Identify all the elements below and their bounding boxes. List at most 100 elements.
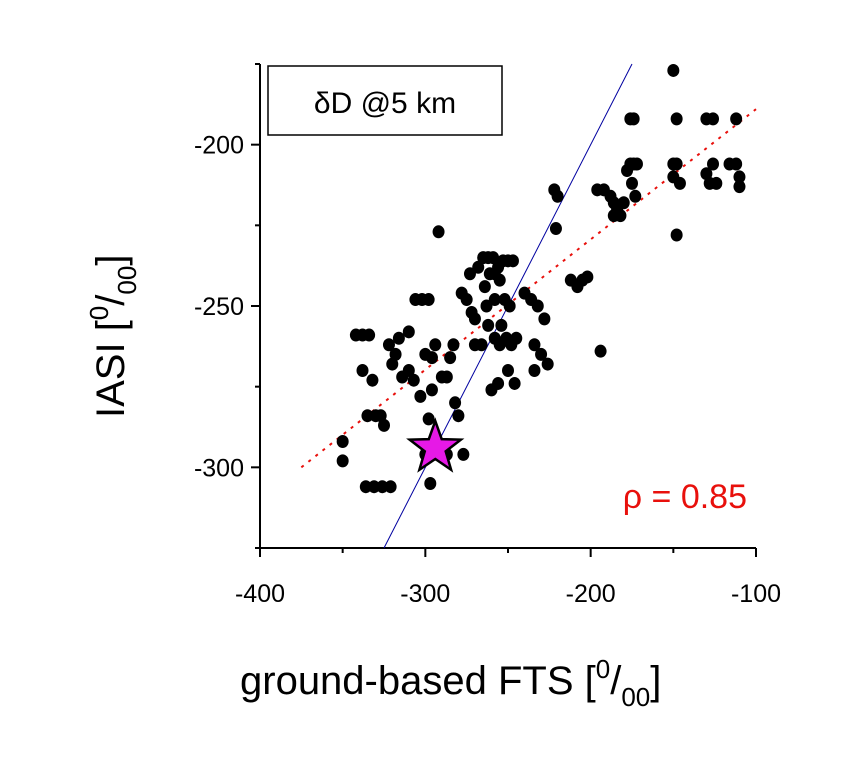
data-point (460, 293, 473, 307)
data-point (503, 299, 516, 313)
axis-ticks: -400 -300 -200 -100 -300 -250 -200 (194, 63, 781, 608)
data-point (493, 273, 506, 287)
data-point (531, 299, 544, 313)
data-point (359, 480, 372, 494)
data-point (366, 373, 379, 387)
data-point (581, 270, 594, 284)
y-tick-label: -200 (194, 132, 244, 160)
data-point (447, 338, 460, 352)
data-point (506, 254, 519, 268)
x-axis-title-main: ground-based FTS [ (240, 659, 596, 703)
data-point (475, 338, 488, 352)
data-points (336, 63, 746, 494)
data-point (468, 312, 481, 326)
y-tick-label: -300 (194, 454, 244, 482)
data-point (667, 63, 680, 77)
data-point (541, 357, 554, 371)
data-point (336, 454, 349, 468)
data-point (440, 370, 453, 384)
data-point (449, 396, 462, 410)
data-point (457, 447, 470, 461)
x-axis-title-slash: / (610, 659, 622, 703)
data-point (730, 157, 743, 171)
data-point (607, 209, 620, 223)
data-point (424, 476, 437, 490)
data-point (488, 293, 501, 307)
y-tick-label: -250 (194, 293, 244, 321)
x-tick-label: -400 (235, 580, 285, 608)
data-point (508, 376, 521, 390)
correlation-label: ρ = 0.85 (623, 478, 747, 516)
data-point (617, 196, 630, 210)
x-axis-title: ground-based FTS [0/00] (240, 654, 661, 712)
annotation-text: δD @5 km (314, 87, 456, 120)
annotation-box (267, 65, 503, 136)
data-point (452, 409, 465, 423)
data-point (432, 225, 445, 239)
data-point (478, 280, 491, 294)
data-point (444, 351, 457, 365)
data-point (730, 112, 743, 126)
data-point (361, 409, 374, 423)
data-point (414, 389, 427, 403)
data-point (392, 331, 405, 345)
y-axis-title-slash: / (89, 294, 133, 306)
data-point (363, 328, 376, 342)
data-point (626, 176, 638, 190)
data-point (389, 347, 402, 361)
data-point (551, 189, 564, 203)
data-point (336, 435, 349, 449)
y-axis-title-close: ] (89, 255, 133, 266)
data-point (627, 112, 640, 126)
y-axis-title-main: IASI [ (89, 320, 133, 418)
data-point (502, 364, 514, 378)
data-point (472, 260, 485, 274)
data-point (707, 157, 720, 171)
data-point (463, 267, 476, 281)
data-point (538, 312, 551, 326)
data-point (425, 383, 438, 397)
data-point (700, 167, 713, 181)
data-point (510, 331, 523, 345)
data-point (549, 222, 562, 236)
data-point (495, 318, 508, 332)
x-tick-label: -300 (400, 580, 450, 608)
data-point (710, 176, 723, 190)
data-point (528, 338, 541, 352)
data-point (733, 180, 746, 194)
x-axis-title-sub: 00 (621, 682, 650, 712)
data-point (376, 480, 389, 494)
data-point (378, 418, 390, 432)
data-point (407, 373, 420, 387)
y-axis-title: IASI [0/00] (84, 255, 142, 418)
data-point (422, 293, 435, 307)
data-point (429, 338, 442, 352)
x-tick-label: -100 (731, 580, 781, 608)
x-axis-title-sup: 0 (596, 654, 610, 684)
data-point (535, 347, 548, 361)
data-point (670, 228, 683, 242)
data-point (629, 189, 642, 203)
data-point (384, 480, 397, 494)
data-point (382, 338, 395, 352)
data-point (422, 412, 435, 426)
data-point (487, 251, 500, 265)
data-point (482, 318, 495, 332)
data-point (368, 480, 381, 494)
data-point (356, 364, 369, 378)
data-point (480, 299, 493, 313)
data-point (492, 376, 505, 390)
x-axis-title-close: ] (650, 659, 661, 703)
data-point (630, 157, 643, 171)
data-point (402, 325, 415, 339)
data-point (707, 112, 720, 126)
star-marker (406, 417, 465, 473)
data-point (670, 112, 683, 126)
data-point (667, 170, 680, 184)
data-point (594, 344, 607, 358)
data-point (419, 347, 432, 361)
data-point (670, 157, 683, 171)
y-axis-title-sub: 00 (112, 266, 142, 295)
x-tick-label: -200 (566, 580, 616, 608)
